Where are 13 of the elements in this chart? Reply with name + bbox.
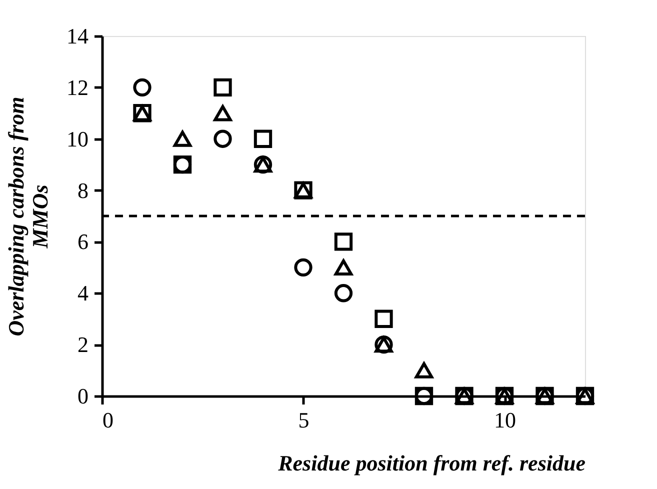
x-tick-label: 10 bbox=[494, 408, 516, 432]
y-tick-label: 0 bbox=[78, 384, 88, 408]
y-tick-label: 12 bbox=[66, 74, 88, 100]
y-tick-label: 10 bbox=[66, 126, 88, 152]
x-tick-label: 5 bbox=[298, 408, 310, 432]
x-axis-title: Residue position from ref. residue bbox=[277, 450, 586, 476]
y-tick-label: 4 bbox=[78, 280, 88, 306]
y-tick-label: 14 bbox=[66, 24, 88, 48]
x-tick-label: 0 bbox=[102, 408, 114, 432]
y-tick-label: 8 bbox=[78, 178, 88, 203]
y-tick-label: 6 bbox=[78, 229, 88, 254]
y-tick-label: 2 bbox=[78, 332, 88, 358]
y-axis-title: Overlapping carbons from MMOs bbox=[4, 96, 52, 336]
